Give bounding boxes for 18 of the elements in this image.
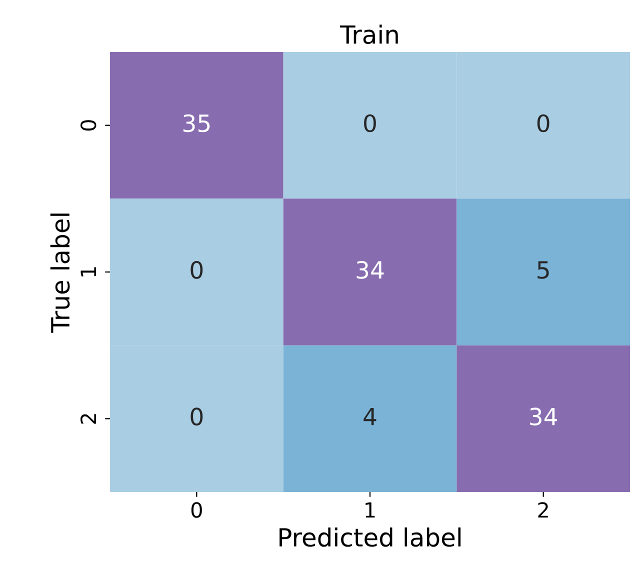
y-tick-label: 0 [80, 120, 96, 131]
x-axis-title: Predicted label [280, 527, 461, 547]
data-label: 5 [538, 261, 549, 279]
chart-title: Train [340, 24, 398, 44]
x-tick-label: 2 [538, 502, 548, 518]
y-tick-label: 2 [80, 414, 96, 424]
y-tick-label: 1 [80, 267, 96, 276]
data-label: 34 [530, 408, 558, 426]
data-label: 34 [356, 260, 384, 279]
data-label: 0 [364, 114, 376, 132]
data-label: 0 [190, 260, 203, 279]
data-label: 4 [364, 408, 376, 426]
data-label: 0 [190, 408, 203, 426]
data-label: 0 [537, 114, 550, 132]
x-tick-label: 0 [191, 502, 202, 518]
x-tick-label: 1 [366, 502, 375, 518]
y-axis-title: True label [50, 214, 70, 333]
data-label: 35 [183, 114, 210, 132]
